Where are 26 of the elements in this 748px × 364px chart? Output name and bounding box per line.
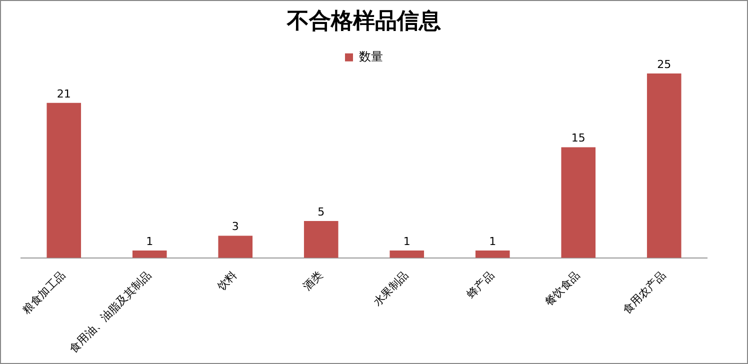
x-tick-label: 粮食加工品 — [20, 268, 68, 317]
x-tick-label: 餐饮食品 — [542, 268, 583, 309]
data-label: 21 — [56, 87, 71, 100]
data-label: 1 — [146, 234, 154, 248]
x-tick-label: 食用农产品 — [620, 268, 668, 317]
x-tick-label: 酒类 — [300, 268, 326, 294]
data-label: 3 — [232, 220, 239, 234]
data-label: 15 — [571, 132, 586, 145]
legend-label: 数量 — [359, 50, 383, 64]
x-tick-label: 水果制品 — [370, 268, 412, 309]
bar — [561, 147, 596, 258]
x-tick-label: 饮料 — [214, 268, 240, 294]
data-label: 1 — [489, 234, 496, 248]
data-label: 25 — [657, 58, 672, 71]
bar — [304, 220, 338, 258]
data-label: 1 — [403, 234, 410, 248]
data-label: 5 — [318, 205, 325, 218]
bar — [390, 250, 424, 258]
x-tick-label: 蜂产品 — [464, 268, 497, 302]
bar — [475, 250, 510, 258]
bar — [132, 250, 167, 258]
bar — [646, 73, 682, 258]
bar — [46, 102, 82, 258]
bar — [218, 236, 253, 258]
x-tick-label: 食用油、油脂及其制品 — [66, 268, 154, 356]
chart-title: 不合格样品信息 — [286, 8, 441, 34]
